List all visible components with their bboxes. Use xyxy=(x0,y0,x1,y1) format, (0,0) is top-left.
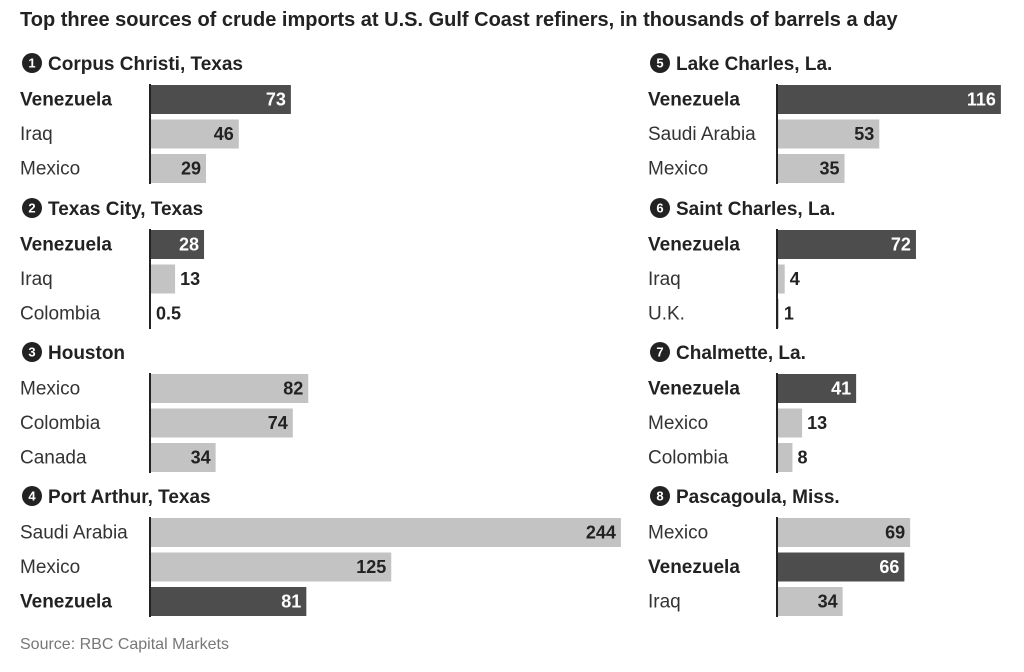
category-label: Canada xyxy=(20,448,87,469)
category-label: Iraq xyxy=(20,269,53,290)
category-label: Mexico xyxy=(648,413,708,434)
category-label: Venezuela xyxy=(20,592,112,613)
category-label: Colombia xyxy=(648,448,729,469)
category-label: Mexico xyxy=(20,557,80,578)
panel-title: Corpus Christi, Texas xyxy=(48,54,243,75)
value-label: 66 xyxy=(879,557,899,577)
panel-title: Saint Charles, La. xyxy=(676,199,835,220)
panel-number-badge xyxy=(22,486,42,506)
bar xyxy=(150,154,206,183)
bar xyxy=(150,264,176,294)
bar xyxy=(777,374,857,403)
category-label: Mexico xyxy=(648,159,708,180)
category-label: Venezuela xyxy=(648,90,740,111)
category-label: U.K. xyxy=(648,304,685,325)
value-label: 81 xyxy=(281,592,301,612)
value-label: 34 xyxy=(191,448,211,468)
bar xyxy=(150,518,621,547)
value-label: 41 xyxy=(831,379,851,399)
category-label: Mexico xyxy=(648,523,708,544)
value-label: 34 xyxy=(818,592,838,612)
panel-title: Texas City, Texas xyxy=(48,199,203,220)
bar xyxy=(150,408,293,438)
panel-number: 6 xyxy=(656,201,663,216)
panel-title: Lake Charles, La. xyxy=(676,54,832,75)
value-label: 4 xyxy=(790,269,800,289)
category-label: Saudi Arabia xyxy=(648,124,756,145)
panel-number: 7 xyxy=(656,345,663,360)
panel-number: 2 xyxy=(28,201,35,216)
category-label: Iraq xyxy=(20,124,53,145)
bar xyxy=(777,408,803,438)
category-label: Iraq xyxy=(648,592,681,613)
value-label: 53 xyxy=(854,124,874,144)
value-label: 28 xyxy=(179,235,199,255)
source-note: Source: RBC Capital Markets xyxy=(20,636,229,653)
category-label: Mexico xyxy=(20,159,80,180)
bar xyxy=(150,85,291,114)
panel-title: Port Arthur, Texas xyxy=(48,487,211,508)
value-label: 244 xyxy=(586,523,616,543)
panel-number: 3 xyxy=(28,345,35,360)
value-label: 35 xyxy=(820,159,840,179)
bar xyxy=(150,230,205,259)
bar xyxy=(777,230,916,259)
value-label: 74 xyxy=(268,413,288,433)
category-label: Venezuela xyxy=(20,90,112,111)
value-label: 116 xyxy=(967,90,996,110)
bar xyxy=(150,587,307,616)
bar xyxy=(777,85,1001,114)
category-label: Venezuela xyxy=(20,235,112,256)
value-label: 1 xyxy=(784,304,794,324)
bar xyxy=(777,587,843,616)
panel-title: Chalmette, La. xyxy=(676,343,806,364)
value-label: 13 xyxy=(180,269,200,289)
value-label: 0.5 xyxy=(156,304,181,324)
chart-title: Top three sources of crude imports at U.… xyxy=(20,9,898,31)
bar xyxy=(777,518,911,547)
category-label: Venezuela xyxy=(648,235,740,256)
panel-number-badge xyxy=(22,342,42,362)
category-label: Iraq xyxy=(648,269,681,290)
value-label: 29 xyxy=(181,159,201,179)
bar xyxy=(150,552,392,582)
category-label: Mexico xyxy=(20,379,80,400)
panel-number: 8 xyxy=(656,489,663,504)
panel-number-badge xyxy=(650,198,670,218)
value-label: 13 xyxy=(807,413,827,433)
value-label: 8 xyxy=(797,448,807,468)
panel-number: 5 xyxy=(656,56,663,71)
panel-title: Houston xyxy=(48,343,125,364)
bar xyxy=(777,443,793,472)
panel-title: Pascagoula, Miss. xyxy=(676,487,840,508)
value-label: 73 xyxy=(266,90,286,110)
value-label: 125 xyxy=(356,557,386,577)
value-label: 82 xyxy=(283,379,303,399)
value-label: 72 xyxy=(891,235,911,255)
panel-number: 4 xyxy=(28,489,36,504)
panel-number-badge xyxy=(650,486,670,506)
bar xyxy=(777,119,880,149)
category-label: Colombia xyxy=(20,413,101,434)
bar xyxy=(150,443,216,472)
panel-number: 1 xyxy=(28,56,35,71)
panel-number-badge xyxy=(22,198,42,218)
value-label: 69 xyxy=(885,523,905,543)
category-label: Saudi Arabia xyxy=(20,523,128,544)
bar xyxy=(150,119,239,149)
panel-number-badge xyxy=(650,342,670,362)
value-label: 46 xyxy=(214,124,234,144)
bar xyxy=(777,154,845,183)
panel-number-badge xyxy=(650,53,670,73)
bar xyxy=(777,264,785,294)
bar xyxy=(777,552,905,582)
panel-number-badge xyxy=(22,53,42,73)
category-label: Colombia xyxy=(20,304,101,325)
category-label: Venezuela xyxy=(648,557,740,578)
category-label: Venezuela xyxy=(648,379,740,400)
bar xyxy=(150,374,309,403)
